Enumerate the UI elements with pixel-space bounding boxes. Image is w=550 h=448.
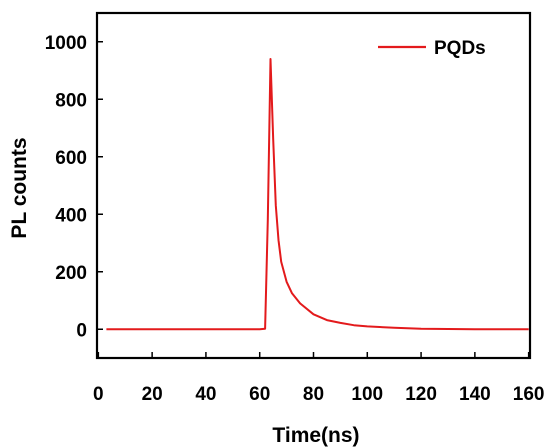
y-tick-label: 600 — [55, 148, 87, 169]
legend: PQDs — [378, 38, 486, 59]
x-axis-label: Time(ns) — [272, 424, 359, 447]
x-tick-label: 20 — [142, 384, 163, 405]
y-tick-label: 400 — [55, 205, 87, 226]
x-tick-label: 160 — [513, 384, 545, 405]
plot-frame — [95, 11, 532, 360]
x-tick-label: 140 — [459, 384, 491, 405]
series-line-pqds — [106, 58, 529, 331]
y-tick-label: 200 — [55, 263, 87, 284]
x-tick-label: 40 — [195, 384, 216, 405]
x-tick-label: 60 — [249, 384, 270, 405]
legend-label: PQDs — [434, 38, 486, 59]
x-tick-label: 100 — [351, 384, 383, 405]
y-tick-label: 800 — [55, 90, 87, 111]
y-tick-label: 0 — [76, 320, 87, 341]
x-axis-ticks: 0 20 40 60 80 100 120 140 160 — [93, 352, 545, 405]
y-axis-label: PL counts — [8, 137, 31, 238]
y-tick-label: 1000 — [45, 33, 87, 54]
x-tick-label: 80 — [303, 384, 324, 405]
x-tick-label: 0 — [93, 384, 104, 405]
y-axis-ticks: 0 200 400 600 800 1000 — [45, 33, 103, 341]
x-tick-label: 120 — [405, 384, 437, 405]
